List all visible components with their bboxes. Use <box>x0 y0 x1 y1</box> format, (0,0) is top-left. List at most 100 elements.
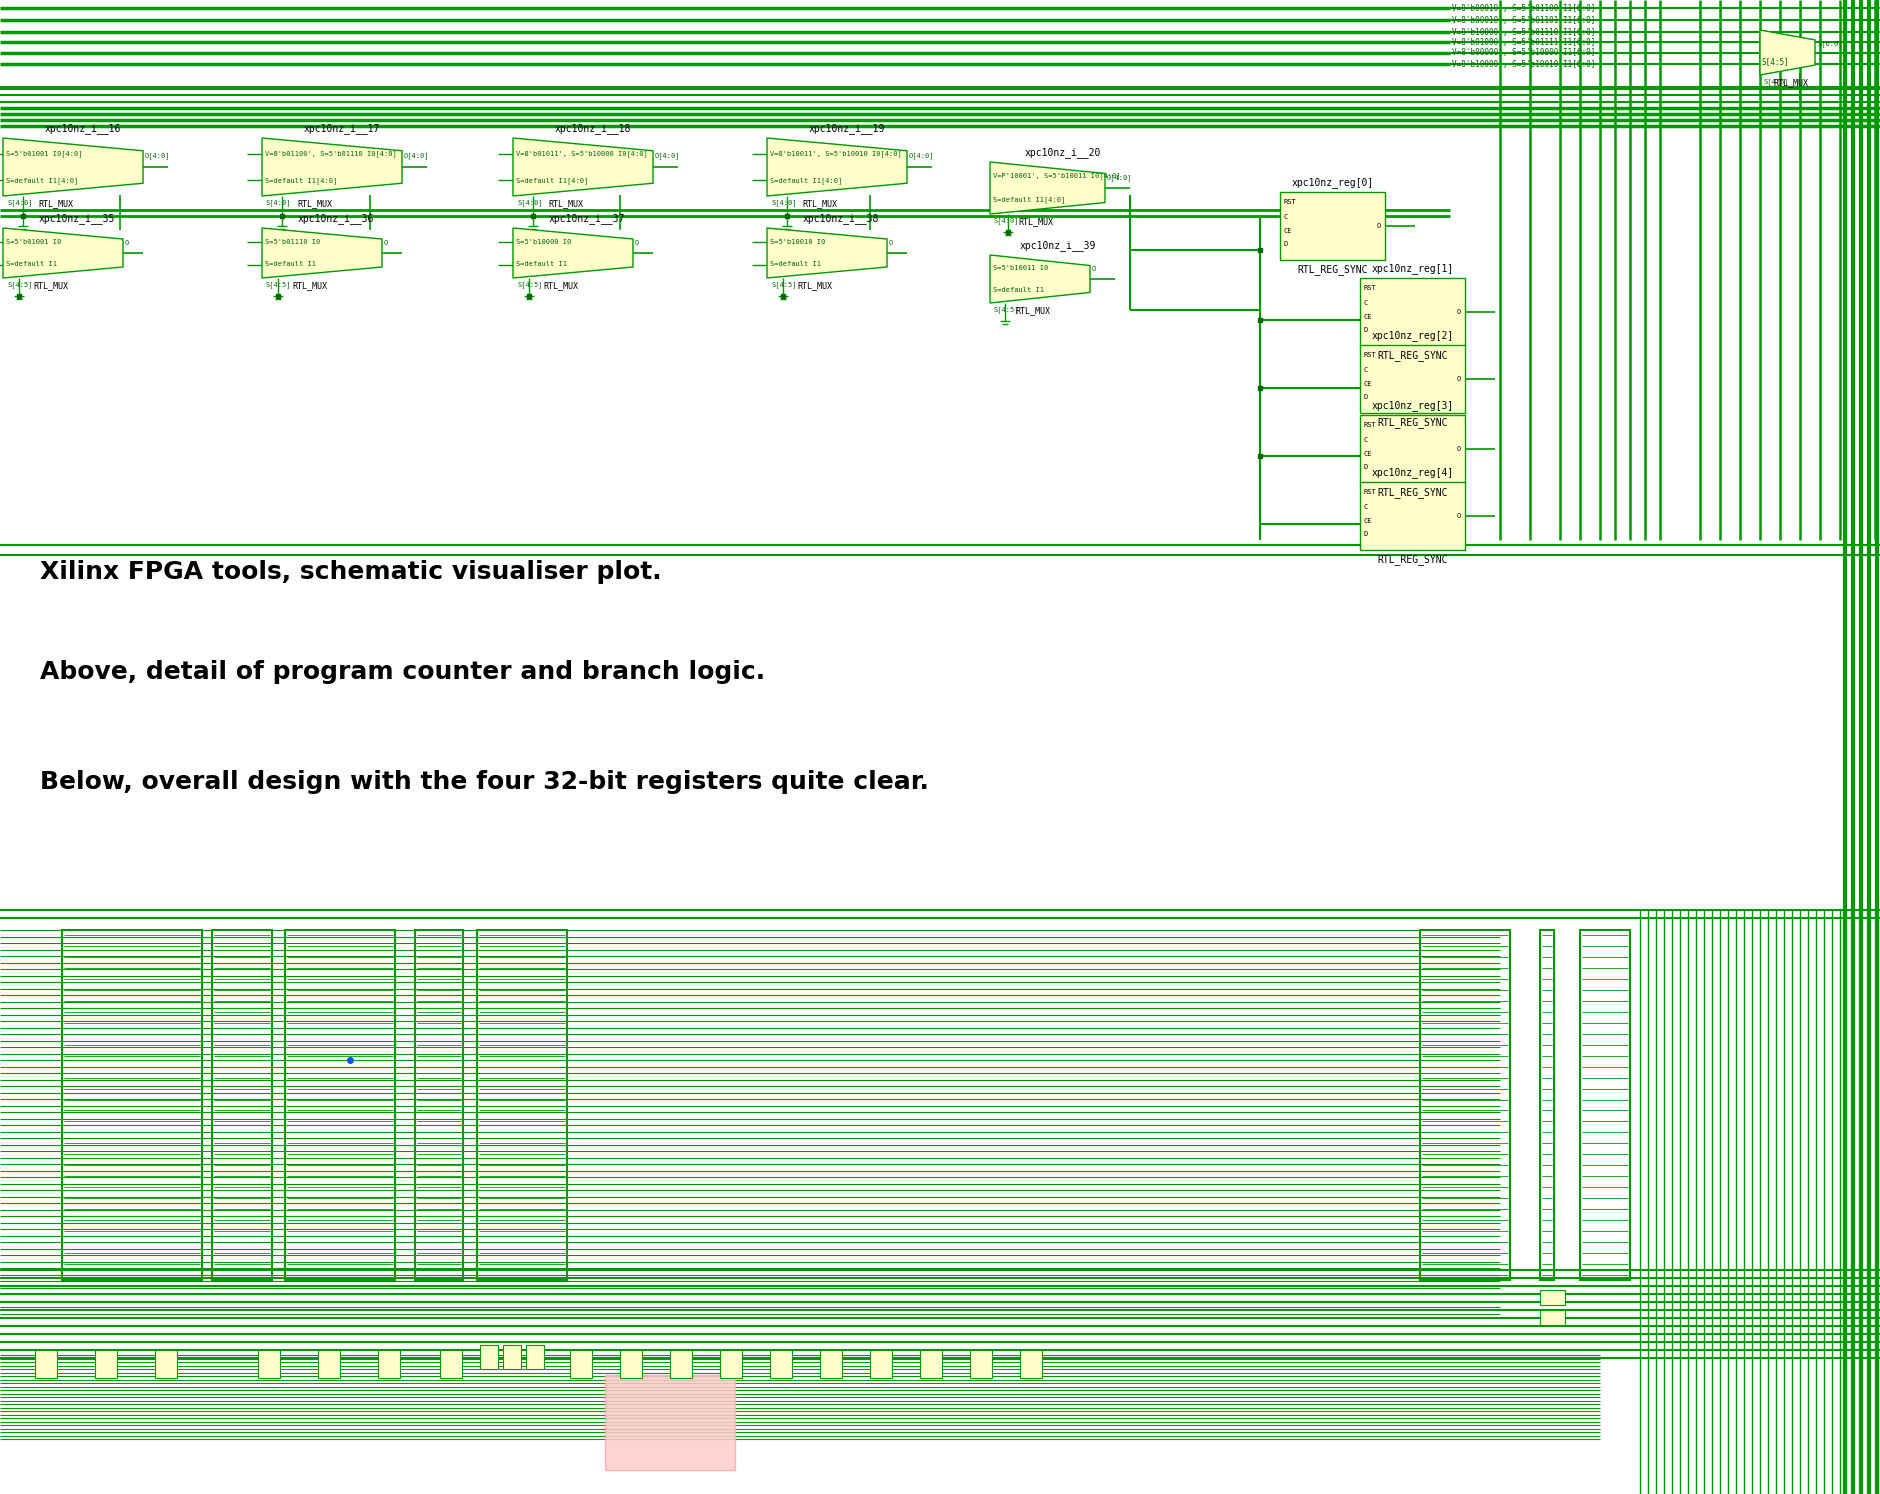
Text: RST: RST <box>1363 353 1376 359</box>
Text: xpc10nz_i__37: xpc10nz_i__37 <box>549 214 624 224</box>
Text: S=5'b10010 I0: S=5'b10010 I0 <box>769 239 825 245</box>
Text: RTL_MUX: RTL_MUX <box>34 281 68 290</box>
Text: S[6:0]: S[6:0] <box>1816 40 1842 46</box>
Text: S=5'b01001 I0[4:0]: S=5'b01001 I0[4:0] <box>6 151 83 157</box>
FancyBboxPatch shape <box>919 1351 942 1377</box>
Text: xpc10nz_i__19: xpc10nz_i__19 <box>808 123 885 134</box>
Polygon shape <box>989 255 1089 303</box>
Text: V=8'b10011', S=5'b10010 I0[4:0]: V=8'b10011', S=5'b10010 I0[4:0] <box>769 151 901 157</box>
Text: RTL_MUX: RTL_MUX <box>38 199 73 208</box>
Text: CE: CE <box>1363 381 1372 387</box>
Text: D: D <box>1284 242 1288 248</box>
Text: RTL_REG_SYNC: RTL_REG_SYNC <box>1297 264 1367 275</box>
Text: RTL_MUX: RTL_MUX <box>1773 78 1809 87</box>
Text: C: C <box>1363 300 1367 306</box>
Text: CE: CE <box>1363 314 1372 320</box>
FancyBboxPatch shape <box>1359 415 1465 483</box>
FancyBboxPatch shape <box>440 1351 462 1377</box>
FancyBboxPatch shape <box>1540 1289 1564 1304</box>
FancyBboxPatch shape <box>669 1351 692 1377</box>
Text: Xilinx FPGA tools, schematic visualiser plot.: Xilinx FPGA tools, schematic visualiser … <box>39 560 662 584</box>
Text: RTL_REG_SYNC: RTL_REG_SYNC <box>1376 417 1448 427</box>
Text: V=8'b01100', S=5'b01110 I0[4:0]: V=8'b01100', S=5'b01110 I0[4:0] <box>265 151 397 157</box>
Text: O[4:0]: O[4:0] <box>1107 175 1132 181</box>
FancyBboxPatch shape <box>620 1351 641 1377</box>
Text: O: O <box>124 241 130 247</box>
Text: S=default I1[4:0]: S=default I1[4:0] <box>993 197 1064 203</box>
Text: O: O <box>889 241 893 247</box>
Text: RST: RST <box>1363 285 1376 291</box>
Text: S[4:0]: S[4:0] <box>8 199 32 206</box>
Text: D: D <box>1363 532 1367 538</box>
Text: S=5'b10011 I0: S=5'b10011 I0 <box>993 264 1047 270</box>
Text: S=5'b01001 I0: S=5'b01001 I0 <box>6 239 62 245</box>
Text: CE: CE <box>1363 518 1372 524</box>
Text: xpc10nz_reg[2]: xpc10nz_reg[2] <box>1371 330 1453 341</box>
Text: D: D <box>1363 394 1367 400</box>
Text: RTL_MUX: RTL_MUX <box>543 281 577 290</box>
Text: RTL_REG_SYNC: RTL_REG_SYNC <box>1376 554 1448 565</box>
Text: S[4:5]: S[4:5] <box>517 281 541 288</box>
FancyBboxPatch shape <box>970 1351 991 1377</box>
Polygon shape <box>4 229 122 278</box>
FancyBboxPatch shape <box>36 1351 56 1377</box>
Text: RTL_MUX: RTL_MUX <box>1015 306 1049 315</box>
Text: D: D <box>1363 327 1367 333</box>
Text: xpc10nz_i__39: xpc10nz_i__39 <box>1019 241 1096 251</box>
FancyBboxPatch shape <box>1540 1310 1564 1325</box>
Polygon shape <box>1760 30 1814 75</box>
Text: V=8'b10000', S=5'b01110 I1[6:0]: V=8'b10000', S=5'b01110 I1[6:0] <box>1451 27 1594 36</box>
FancyBboxPatch shape <box>870 1351 891 1377</box>
Text: S=default I1: S=default I1 <box>769 261 820 267</box>
Text: O: O <box>1455 512 1461 518</box>
Text: O: O <box>1455 376 1461 382</box>
Text: Below, overall design with the four 32-bit registers quite clear.: Below, overall design with the four 32-b… <box>39 769 929 793</box>
Text: O: O <box>384 241 387 247</box>
Text: V=8'b00010', S=5'b01100 I1[6:0]: V=8'b00010', S=5'b01100 I1[6:0] <box>1451 3 1594 12</box>
Text: S[4:5]: S[4:5] <box>8 281 32 288</box>
Text: RTL_MUX: RTL_MUX <box>297 199 333 208</box>
Text: C: C <box>1363 503 1367 509</box>
Text: xpc10nz_i__20: xpc10nz_i__20 <box>1025 146 1100 158</box>
Text: C: C <box>1284 214 1288 220</box>
FancyBboxPatch shape <box>318 1351 340 1377</box>
Text: O[4:0]: O[4:0] <box>654 152 681 158</box>
Text: CE: CE <box>1363 451 1372 457</box>
Text: CE: CE <box>1284 227 1292 233</box>
Text: RTL_REG_SYNC: RTL_REG_SYNC <box>1376 350 1448 362</box>
FancyBboxPatch shape <box>1019 1351 1042 1377</box>
Text: C: C <box>1363 438 1367 444</box>
Polygon shape <box>4 137 143 196</box>
Polygon shape <box>261 229 382 278</box>
Text: S[4:0]: S[4:0] <box>265 199 291 206</box>
Text: S=default I1: S=default I1 <box>515 261 566 267</box>
Text: S[4:0]: S[4:0] <box>993 217 1019 224</box>
Text: RTL_MUX: RTL_MUX <box>797 281 831 290</box>
Text: RST: RST <box>1363 423 1376 429</box>
Text: RTL_MUX: RTL_MUX <box>801 199 837 208</box>
FancyBboxPatch shape <box>479 1345 498 1369</box>
FancyBboxPatch shape <box>1359 345 1465 412</box>
Text: xpc10nz_i__16: xpc10nz_i__16 <box>45 123 122 134</box>
Text: xpc10nz_i__17: xpc10nz_i__17 <box>305 123 380 134</box>
Text: V=8'b00000', S=5'b10000 I1[6:0]: V=8'b00000', S=5'b10000 I1[6:0] <box>1451 48 1594 57</box>
Text: S=5'b01110 I0: S=5'b01110 I0 <box>265 239 320 245</box>
Text: S=5'b10000 I0: S=5'b10000 I0 <box>515 239 572 245</box>
Text: xpc10nz_i__35: xpc10nz_i__35 <box>39 214 115 224</box>
Text: xpc10nz_i__36: xpc10nz_i__36 <box>297 214 374 224</box>
Text: V=8'b00010', S=5'b01101 I1[6:0]: V=8'b00010', S=5'b01101 I1[6:0] <box>1451 15 1594 24</box>
Polygon shape <box>261 137 402 196</box>
Text: RST: RST <box>1284 199 1295 205</box>
Polygon shape <box>767 137 906 196</box>
Text: O[4:0]: O[4:0] <box>145 152 171 158</box>
Text: S[4:5]: S[4:5] <box>993 306 1019 312</box>
Text: O: O <box>1092 266 1096 272</box>
Text: S=default I1: S=default I1 <box>6 261 56 267</box>
Text: O: O <box>1455 447 1461 453</box>
Polygon shape <box>989 161 1104 214</box>
Text: xpc10nz_reg[3]: xpc10nz_reg[3] <box>1371 400 1453 411</box>
Text: RTL_MUX: RTL_MUX <box>1019 217 1053 226</box>
Text: C: C <box>1363 368 1367 374</box>
Text: RTL_REG_SYNC: RTL_REG_SYNC <box>1376 487 1448 498</box>
FancyBboxPatch shape <box>820 1351 842 1377</box>
